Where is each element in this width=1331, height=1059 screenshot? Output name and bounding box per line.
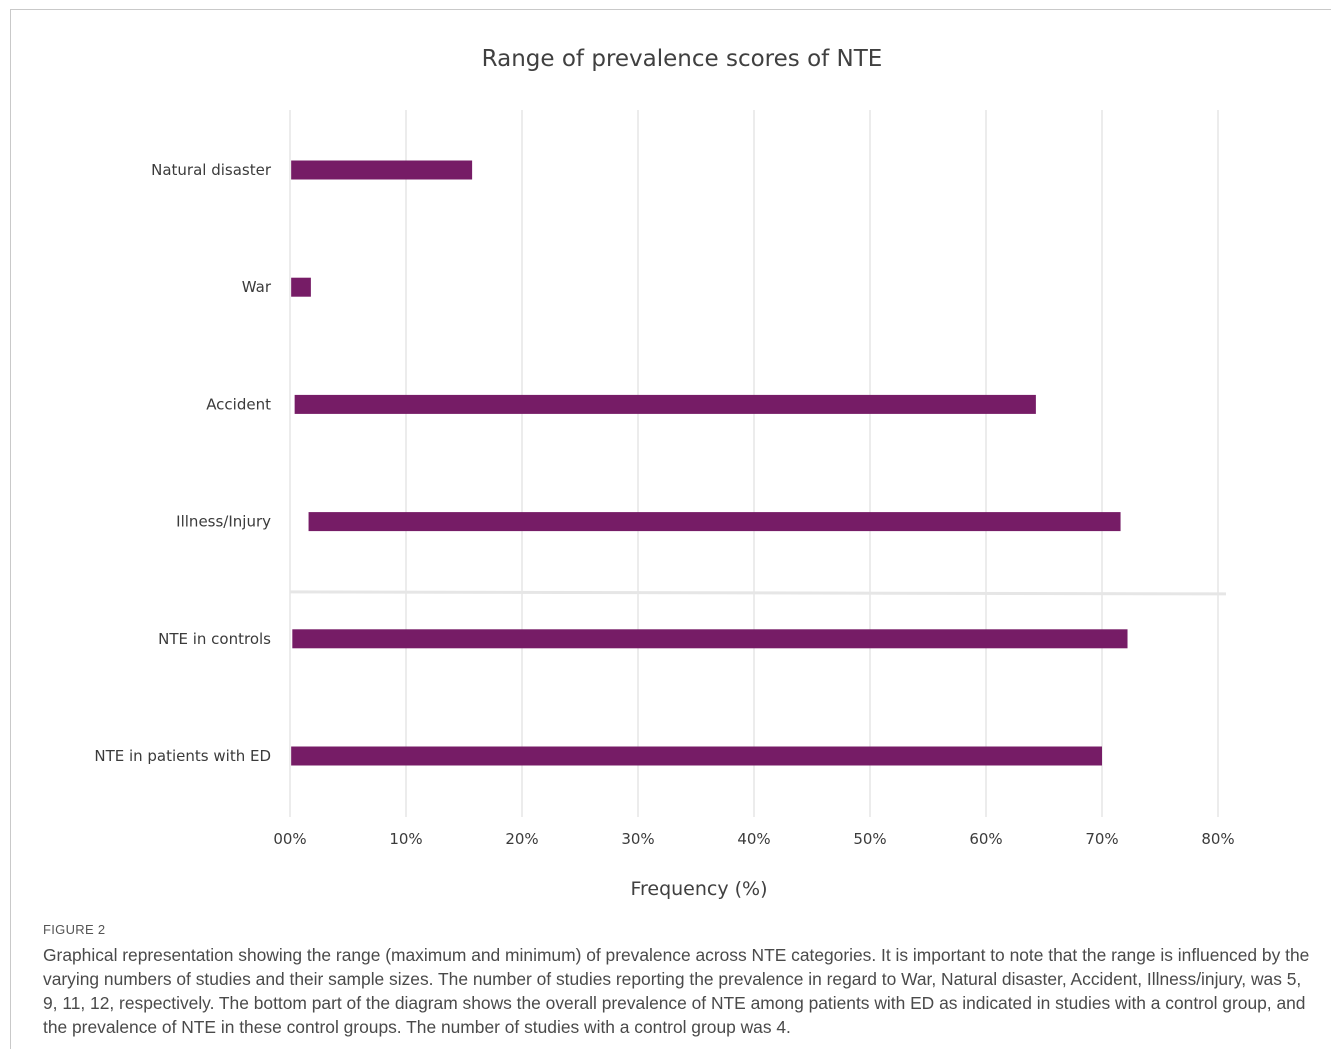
figure-label: FIGURE 2 xyxy=(43,922,106,937)
x-tick-label: 70% xyxy=(1085,830,1118,848)
range-bar xyxy=(291,277,311,297)
figure-frame xyxy=(10,9,1331,1049)
divider-line xyxy=(289,590,1227,596)
range-bar xyxy=(308,512,1121,532)
category-label: NTE in controls xyxy=(158,630,271,648)
x-tick-label: 20% xyxy=(505,830,538,848)
category-label: NTE in patients with ED xyxy=(94,747,271,765)
x-tick-labels: 00% 10% 20% 30% 40% 50% 60% 70% 80% xyxy=(273,830,1234,848)
range-bar xyxy=(292,629,1128,649)
figure-caption: FIGURE 2 Graphical representation showin… xyxy=(43,922,1313,1039)
section-divider xyxy=(289,590,1227,596)
category-label: Accident xyxy=(206,395,271,413)
figure-caption-text: Graphical representation showing the ran… xyxy=(43,945,1310,1037)
range-bar-chart: Range of prevalence scores of NTE Natura… xyxy=(94,46,1234,900)
range-bar xyxy=(291,160,473,180)
category-label: Natural disaster xyxy=(151,161,272,179)
range-bar xyxy=(294,394,1036,414)
x-tick-label: 60% xyxy=(969,830,1002,848)
x-tick-label: 30% xyxy=(621,830,654,848)
chart-title: Range of prevalence scores of NTE xyxy=(482,46,883,72)
gridlines xyxy=(289,110,1219,817)
x-tick-label: 00% xyxy=(273,830,306,848)
range-bar xyxy=(291,746,1102,766)
x-tick-label: 40% xyxy=(737,830,770,848)
x-tick-label: 10% xyxy=(389,830,422,848)
x-tick-label: 80% xyxy=(1201,830,1234,848)
category-label: Illness/Injury xyxy=(176,513,271,531)
bars xyxy=(291,160,1128,766)
category-label: War xyxy=(242,278,272,296)
x-tick-label: 50% xyxy=(853,830,886,848)
category-labels: Natural disaster War Accident Illness/Injur… xyxy=(94,161,271,765)
x-axis-title: Frequency (%) xyxy=(630,878,767,900)
